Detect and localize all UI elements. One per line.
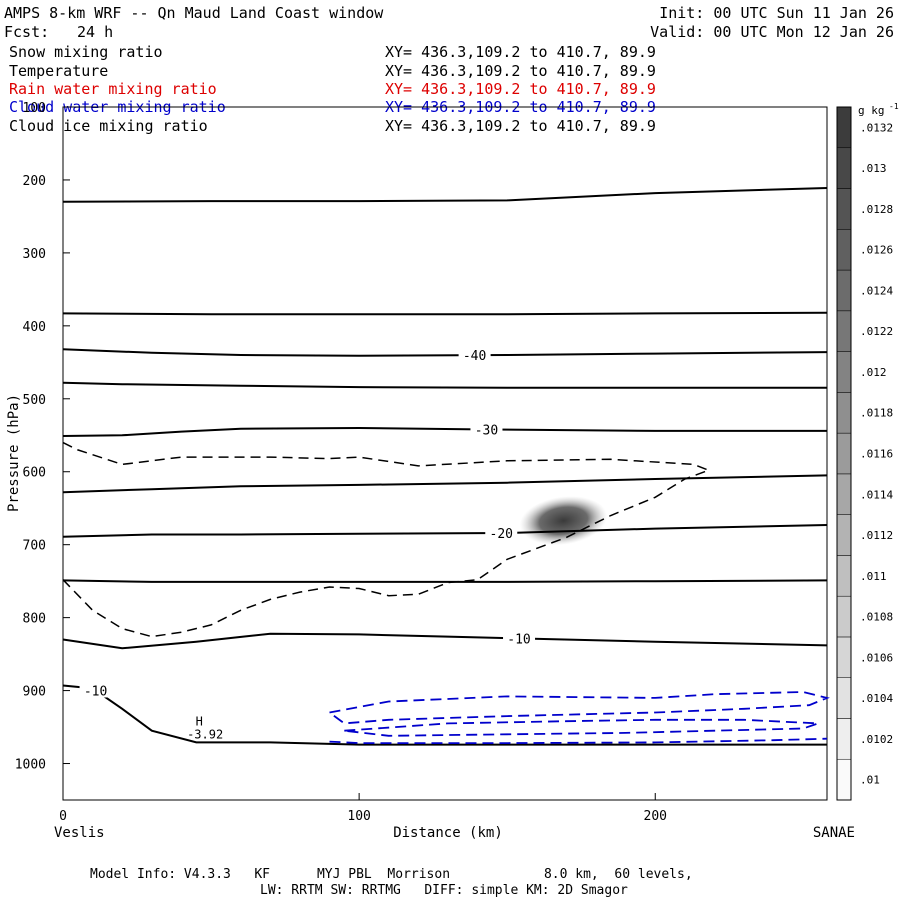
plot-frame [62, 106, 828, 801]
colorbar-tick-label: .0128 [860, 203, 893, 216]
colorbar-segment [836, 147, 852, 189]
cloud-water-contour [329, 737, 828, 744]
colorbar-unit-exponent: -1 [889, 102, 899, 111]
left-endpoint-label: Veslis [54, 825, 105, 841]
footer-model-info: Model Info: V4.3.3 KF MYJ PBL Morrison 8… [90, 867, 693, 882]
legend-temp-xy: XY= 436.3,109.2 to 410.7, 89.9 [385, 62, 656, 80]
temperature-contour-label: -30 [475, 424, 498, 439]
contour-label-bg [79, 682, 112, 698]
chart-annotation: H [196, 715, 203, 729]
y-tick-label: 1000 [15, 758, 46, 773]
y-axis-label: Pressure (hPa) [6, 394, 22, 512]
temperature-contour-label: -10 [507, 632, 530, 647]
colorbar-tick-label: .0126 [860, 244, 893, 257]
colorbar-tick-label: .0122 [860, 325, 893, 338]
temperature-contour [62, 381, 827, 389]
colorbar-segment [836, 758, 852, 801]
colorbar-segment [836, 269, 852, 312]
colorbar-tick-label: .0116 [860, 448, 893, 461]
y-tick-label: 300 [23, 247, 46, 262]
y-tick-label: 600 [23, 466, 46, 481]
colorbar-tick-label: .0114 [860, 488, 893, 501]
colorbar-tick-label: .012 [860, 366, 887, 379]
legend-snow-xy: XY= 436.3,109.2 to 410.7, 89.9 [385, 43, 656, 61]
colorbar-tick-label: .0106 [860, 651, 893, 664]
fcst-label: Fcst: [4, 23, 50, 41]
contour-label-bg [470, 421, 503, 437]
cloud-ice-contour [62, 441, 711, 638]
footer-physics-info: LW: RRTM SW: RRTMG DIFF: simple KM: 2D S… [260, 883, 628, 898]
init-time: Init: 00 UTC Sun 11 Jan 26 [659, 4, 894, 22]
colorbar-tick-label: .011 [860, 570, 887, 583]
temperature-contour [62, 524, 828, 538]
legend-rain-xy: XY= 436.3,109.2 to 410.7, 89.9 [385, 80, 656, 98]
y-tick-label: 100 [23, 101, 46, 116]
colorbar-segment [836, 392, 852, 434]
colorbar-tick-label: .0108 [860, 611, 893, 624]
legend-cloudice-xy: XY= 436.3,109.2 to 410.7, 89.9 [385, 117, 656, 135]
temperature-contour [62, 474, 828, 494]
y-tick-label: 400 [23, 320, 46, 335]
temperature-contour [62, 579, 828, 583]
fcst-value: 24 h [77, 23, 114, 41]
colorbar-segment [836, 514, 852, 556]
temperature-contour-label: -40 [463, 349, 486, 364]
colorbar-tick-label: .0118 [860, 407, 893, 420]
colorbar-segment [836, 555, 852, 597]
y-tick-label: 800 [23, 612, 46, 627]
temperature-contour [62, 684, 827, 746]
legend-cloudice-name: Cloud ice mixing ratio [9, 117, 208, 135]
temperature-contour [62, 187, 828, 203]
colorbar-tick-label: .0124 [860, 284, 893, 297]
temperature-contour [62, 311, 828, 316]
x-tick-label: 0 [59, 809, 67, 824]
y-tick-label: 700 [23, 539, 46, 554]
colorbar-tick-label: .01 [860, 774, 880, 787]
temperature-contour-label: -20 [490, 527, 513, 542]
colorbar-tick-label: .0112 [860, 529, 893, 542]
right-endpoint-label: SANAE [813, 825, 855, 841]
colorbar-unit: g kg [858, 104, 885, 117]
temperature-contour [62, 426, 827, 437]
colorbar-tick-label: .0102 [860, 733, 893, 746]
temperature-contour-label: -10 [84, 684, 107, 699]
temperature-contour [62, 348, 828, 357]
contour-label-bg [458, 347, 491, 363]
colorbar-segment [836, 188, 852, 230]
colorbar-segment [836, 310, 852, 352]
chart-annotation: -3.92 [187, 728, 223, 742]
colorbar-segment [836, 473, 852, 515]
colorbar-segment [836, 636, 852, 678]
y-tick-label: 200 [23, 174, 46, 189]
chart-title: AMPS 8-km WRF -- Qn Maud Land Coast wind… [4, 4, 384, 22]
colorbar-segment [836, 677, 852, 719]
contour-label-bg [503, 630, 536, 646]
y-tick-label: 900 [23, 685, 46, 700]
valid-time: Valid: 00 UTC Mon 12 Jan 26 [650, 23, 894, 41]
colorbar-segment [836, 229, 852, 271]
colorbar-tick-label: .0104 [860, 692, 893, 705]
y-tick-label: 500 [23, 393, 46, 408]
x-tick-label: 200 [644, 809, 667, 824]
colorbar-tick-label: .0132 [860, 121, 893, 134]
temperature-contour [62, 632, 828, 650]
cloud-water-contour [328, 691, 830, 725]
colorbar-segment [836, 718, 852, 760]
colorbar-frame [836, 106, 852, 801]
cloud-water-contour [344, 718, 819, 737]
colorbar-segment [836, 106, 852, 149]
colorbar-tick-label: .013 [860, 162, 887, 175]
legend-rain-name: Rain water mixing ratio [9, 80, 217, 98]
colorbar-segment [836, 595, 852, 638]
legend-snow-name: Snow mixing ratio [9, 43, 163, 61]
contour-label-bg [485, 525, 518, 541]
legend-temp-name: Temperature [9, 62, 109, 80]
x-tick-label: 100 [347, 809, 370, 824]
snow-mixing-ratio-blob [519, 496, 608, 546]
x-axis-label: Distance (km) [393, 825, 503, 841]
colorbar-segment [836, 351, 852, 393]
colorbar-segment [836, 432, 852, 475]
